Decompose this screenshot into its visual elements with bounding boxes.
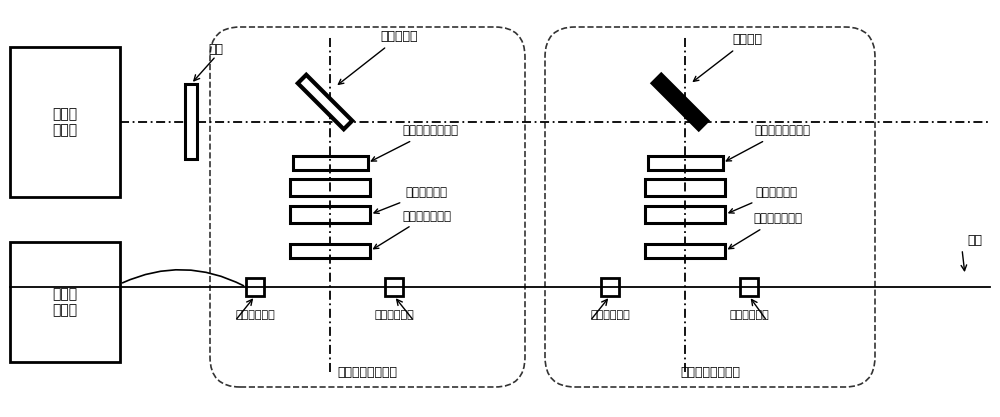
Bar xyxy=(290,244,370,258)
Text: 全反射镜: 全反射镜 xyxy=(693,33,762,81)
Bar xyxy=(292,156,368,170)
Bar xyxy=(740,278,758,296)
Bar xyxy=(246,278,264,296)
Bar xyxy=(645,244,725,258)
Text: 第四光纤夹具: 第四光纤夹具 xyxy=(729,310,769,320)
Text: 半透半反镜: 半透半反镜 xyxy=(338,30,418,84)
Text: 准分子
激光器: 准分子 激光器 xyxy=(52,107,78,137)
Text: 第一紫外吸收挡板: 第一紫外吸收挡板 xyxy=(371,125,458,161)
Bar xyxy=(645,206,725,223)
Bar xyxy=(290,179,370,196)
Text: 第一光纤夹具: 第一光纤夹具 xyxy=(235,310,275,320)
Text: 第二紫外吸收挡板: 第二紫外吸收挡板 xyxy=(726,125,810,161)
Text: 第二光纤夹具: 第二光纤夹具 xyxy=(374,310,414,320)
Text: 第二光栅刻写平台: 第二光栅刻写平台 xyxy=(680,367,740,379)
Text: 第一柱面透镜: 第一柱面透镜 xyxy=(374,186,447,214)
Text: 光纤控
制装置: 光纤控 制装置 xyxy=(52,287,78,317)
Bar xyxy=(290,206,370,223)
Bar xyxy=(648,156,722,170)
Text: 第一相位掩模板: 第一相位掩模板 xyxy=(374,209,451,249)
Polygon shape xyxy=(653,75,707,129)
Bar xyxy=(10,242,120,362)
Text: 光纤: 光纤 xyxy=(968,234,982,247)
Text: 第二相位掩模板: 第二相位掩模板 xyxy=(729,213,802,249)
Bar xyxy=(185,84,197,159)
Text: 光闸: 光闸 xyxy=(208,43,224,56)
Bar xyxy=(601,278,619,296)
Text: 第一光栅刻写平台: 第一光栅刻写平台 xyxy=(338,367,398,379)
Bar xyxy=(385,278,403,296)
Text: 第三光纤夹具: 第三光纤夹具 xyxy=(590,310,630,320)
Text: 第二柱面透镜: 第二柱面透镜 xyxy=(729,186,797,213)
Polygon shape xyxy=(298,75,352,129)
Bar xyxy=(10,47,120,197)
Bar xyxy=(645,179,725,196)
